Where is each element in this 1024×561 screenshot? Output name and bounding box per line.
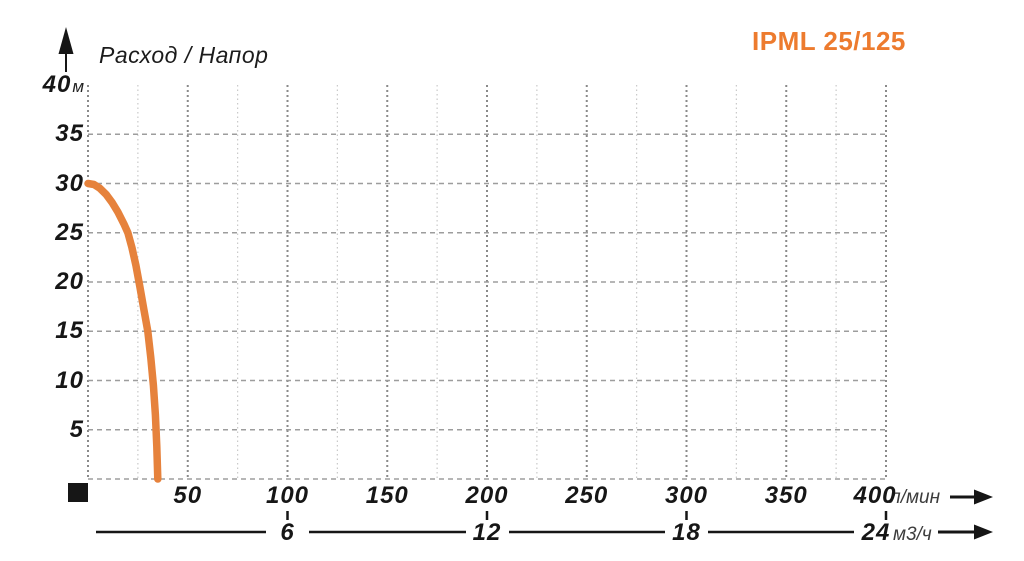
model-badge: IPML 25/125: [752, 26, 906, 56]
x-tick-label-lmin: 200: [465, 482, 509, 509]
x-tick-label-lmin: 150: [365, 482, 409, 509]
y-tick-label: 35: [55, 120, 84, 148]
y-axis-arrow-icon: [58, 27, 74, 54]
y-tick-label: 20: [55, 268, 84, 295]
y-axis-unit: м: [72, 77, 84, 96]
pump-curve: [84, 179, 162, 483]
x-axis-arrow-m3h-icon: [974, 524, 993, 540]
y-tick-label: 40м: [42, 71, 84, 98]
y-tick-label: 30: [55, 169, 84, 197]
y-tick-label: 5: [69, 415, 84, 443]
x-axis-unit-lmin: л/мин: [890, 487, 941, 508]
x-tick-label-lmin: 400: [853, 482, 897, 509]
x-tick-label-m3h: 6: [280, 519, 295, 546]
y-tick-label: 10: [55, 366, 84, 394]
x-tick-label-lmin: 300: [664, 482, 709, 509]
x-tick-label-lmin: 100: [265, 482, 310, 509]
x-axis-arrow-lmin-icon: [974, 489, 993, 505]
origin-marker: [68, 483, 88, 502]
y-tick-label: 15: [55, 317, 84, 345]
x-tick-label-m3h: 12: [472, 519, 502, 546]
chart-title: Расход / Напор: [99, 42, 269, 68]
x-tick-label-lmin: 250: [565, 482, 609, 509]
x-tick-label-lmin: 350: [764, 482, 808, 509]
x-axis-unit-m3h: м3/ч: [893, 524, 932, 545]
x-tick-label-m3h: 24: [861, 519, 891, 546]
x-tick-label-m3h: 18: [672, 519, 701, 546]
y-tick-label: 25: [55, 218, 84, 246]
x-tick-label-lmin: 50: [173, 482, 203, 509]
